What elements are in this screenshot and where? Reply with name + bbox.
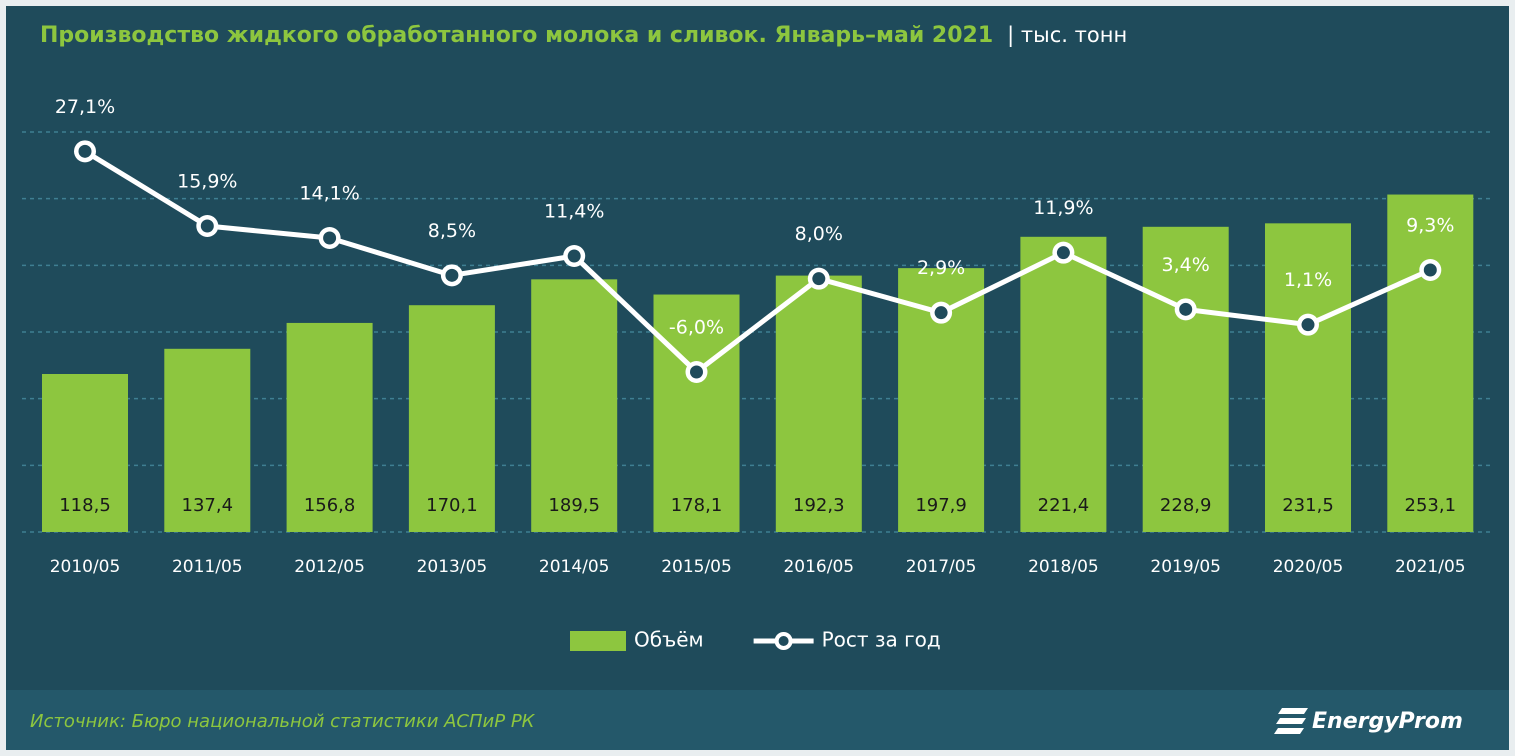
line-value-label: 15,9%: [177, 171, 237, 193]
line-value-label: 14,1%: [299, 183, 359, 205]
line-value-label: 2,9%: [917, 257, 965, 279]
line-marker-inner: [1423, 263, 1437, 277]
bar: [286, 322, 373, 532]
bar-value-label: 170,1: [426, 495, 478, 516]
line-marker-inner: [78, 144, 92, 158]
line-value-label: 8,5%: [428, 220, 476, 242]
logo: EnergyProm: [1274, 708, 1463, 734]
line-value-label: 1,1%: [1284, 269, 1332, 291]
line-marker-inner: [445, 268, 459, 282]
bar: [164, 348, 251, 532]
bar-value-label: 178,1: [671, 495, 723, 516]
bar: [1387, 194, 1474, 533]
bar-value-label: 156,8: [304, 495, 356, 516]
x-tick-label: 2017/05: [906, 557, 977, 577]
line-value-label: 9,3%: [1406, 215, 1454, 237]
line-value-label: 27,1%: [55, 96, 115, 118]
bar: [531, 279, 618, 532]
x-tick-label: 2016/05: [783, 557, 854, 577]
legend-label: Рост за год: [822, 628, 941, 652]
line-marker-inner: [323, 231, 337, 245]
line-value-label: 8,0%: [795, 223, 843, 245]
line-marker-inner: [690, 365, 703, 379]
bar-value-label: 228,9: [1160, 495, 1212, 516]
line-marker-inner: [1179, 302, 1193, 316]
logo-icon: [1274, 708, 1308, 734]
x-tick-label: 2011/05: [172, 557, 243, 577]
line-value-label: 11,4%: [544, 201, 604, 223]
x-tick-label: 2019/05: [1150, 557, 1221, 577]
chart-title: Производство жидкого обработанного молок…: [40, 23, 993, 48]
x-tick-label: 2018/05: [1028, 557, 1099, 577]
bar-value-label: 231,5: [1282, 495, 1334, 516]
logo-text: EnergyProm: [1312, 709, 1463, 734]
chart-subtitle: | тыс. тонн: [1007, 23, 1127, 48]
bar: [1265, 223, 1351, 533]
bar-value-label: 192,3: [793, 495, 845, 516]
line-marker-inner: [812, 272, 826, 286]
x-tick-label: 2013/05: [417, 557, 488, 577]
x-tick-label: 2021/05: [1395, 557, 1466, 577]
legend-swatch: [570, 631, 626, 651]
line-value-label: -6,0%: [669, 317, 724, 339]
source: Источник: Бюро национальной статистики А…: [30, 711, 536, 732]
bar: [42, 374, 128, 532]
x-tick-label: 2015/05: [661, 557, 732, 577]
bar-value-label: 253,1: [1405, 495, 1457, 516]
legend-marker-inner: [778, 636, 789, 646]
line-marker-inner: [1301, 318, 1315, 332]
bar-value-label: 197,9: [915, 495, 967, 516]
bar-value-label: 137,4: [182, 495, 234, 516]
x-tick-label: 2010/05: [50, 557, 121, 577]
bar-value-label: 221,4: [1038, 495, 1090, 516]
line-marker-inner: [934, 306, 948, 320]
bar: [1020, 236, 1107, 533]
line-value-label: 11,9%: [1033, 197, 1093, 219]
bar: [1142, 226, 1229, 533]
x-tick-label: 2020/05: [1273, 557, 1344, 577]
x-tick-label: 2012/05: [294, 557, 365, 577]
bar: [408, 305, 495, 532]
line-value-label: 3,4%: [1162, 254, 1210, 276]
bar: [653, 294, 740, 532]
x-tick-label: 2014/05: [539, 557, 610, 577]
bar: [775, 275, 862, 532]
line-marker-inner: [1056, 246, 1070, 260]
line-marker-inner: [567, 249, 581, 263]
line: [83, 149, 1432, 375]
line-marker-inner: [200, 219, 214, 233]
bar-value-label: 189,5: [548, 495, 600, 516]
legend-label: Объём: [634, 628, 704, 652]
bar-value-label: 118,5: [59, 495, 111, 516]
background: [6, 6, 1509, 750]
footer-band: [6, 690, 1509, 750]
